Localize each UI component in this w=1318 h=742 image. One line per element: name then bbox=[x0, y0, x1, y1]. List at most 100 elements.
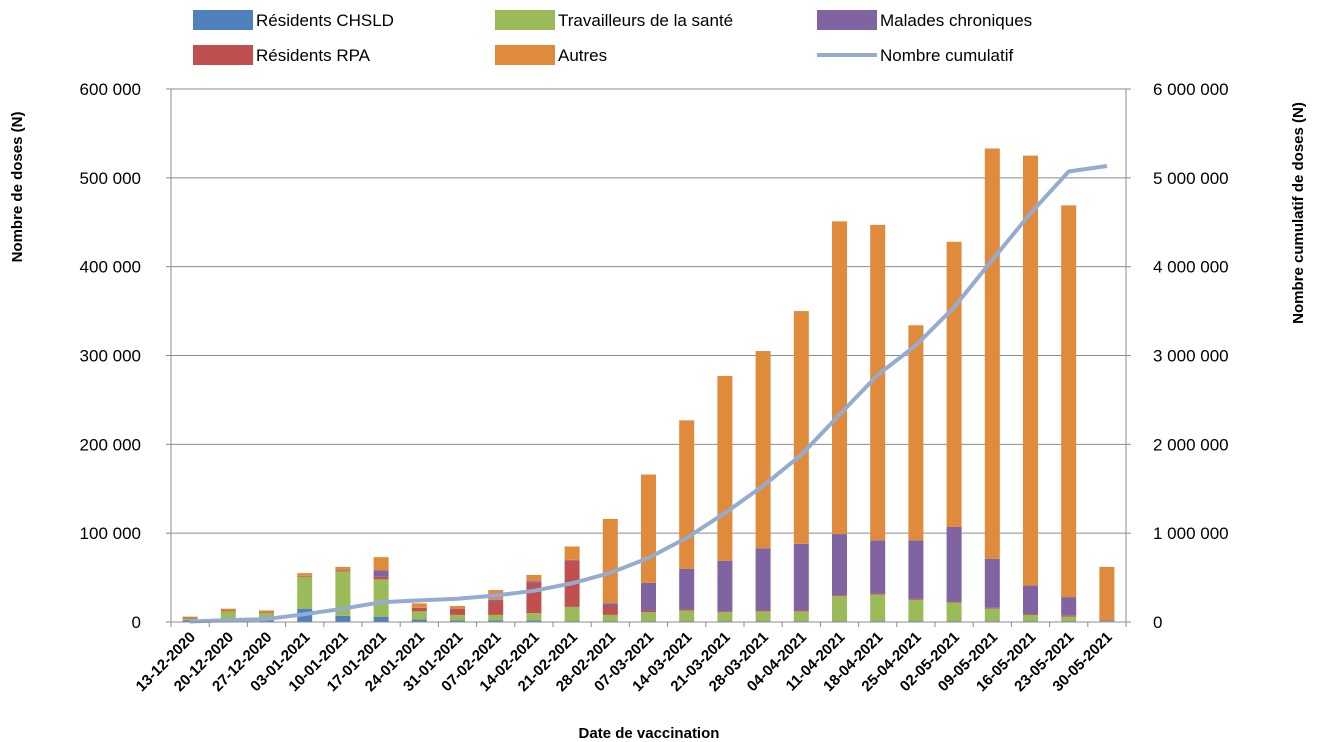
bar-segment bbox=[832, 534, 847, 596]
bar-segment bbox=[373, 576, 389, 580]
cumulative-point bbox=[495, 595, 497, 597]
legend-swatch bbox=[817, 10, 877, 30]
bar-segment bbox=[450, 608, 465, 615]
bar-segment bbox=[297, 576, 313, 609]
bar-segment bbox=[755, 548, 771, 611]
bar-segment bbox=[488, 601, 504, 615]
y2-tick-label: 3 000 000 bbox=[1153, 347, 1229, 366]
legend-swatch bbox=[193, 10, 253, 30]
bar-segment bbox=[1023, 585, 1038, 615]
bar-segment bbox=[259, 620, 274, 622]
cumulative-point bbox=[648, 557, 649, 559]
bar-segment bbox=[1061, 615, 1077, 617]
bar-segment bbox=[564, 606, 580, 622]
bar-segment bbox=[755, 351, 771, 549]
bar-segment bbox=[984, 608, 1000, 622]
y-tick-label: 0 bbox=[132, 613, 141, 632]
bar-segment bbox=[641, 610, 656, 613]
cumulative-point bbox=[342, 608, 344, 610]
bar-segment bbox=[297, 573, 313, 576]
bar-segment bbox=[832, 221, 847, 535]
bar-segment bbox=[526, 620, 542, 622]
bar-segment bbox=[373, 570, 389, 577]
bar-segment bbox=[411, 611, 427, 620]
y2-tick-label: 4 000 000 bbox=[1153, 258, 1229, 277]
cumulative-point bbox=[571, 582, 573, 584]
bar-segment bbox=[870, 540, 886, 594]
bar-segment bbox=[679, 610, 695, 622]
bar-segment bbox=[984, 148, 1000, 559]
bar-segment bbox=[602, 606, 618, 615]
y-tick-label: 300 000 bbox=[80, 347, 141, 366]
bar-segment bbox=[679, 420, 695, 569]
y-tick-label: 200 000 bbox=[80, 435, 141, 454]
bar-segment bbox=[488, 614, 504, 621]
legend-swatch bbox=[495, 10, 555, 30]
bar-segment bbox=[755, 611, 771, 622]
cumulative-point bbox=[800, 454, 802, 456]
legend: Résidents CHSLD Travailleurs de la santé M… bbox=[193, 10, 1032, 65]
axes bbox=[170, 89, 1127, 627]
cumulative-point bbox=[418, 599, 420, 601]
y-tick-label: 500 000 bbox=[80, 169, 141, 188]
cumulative-point bbox=[227, 619, 229, 621]
y-tick-label: 100 000 bbox=[80, 524, 141, 543]
legend-label: Résidents RPA bbox=[256, 46, 371, 65]
cumulative-point bbox=[877, 374, 879, 376]
bar-segment bbox=[335, 571, 351, 616]
cumulative-point bbox=[724, 512, 726, 514]
bar-segment bbox=[1099, 620, 1115, 622]
bar-segment bbox=[641, 612, 656, 622]
bar-segment bbox=[679, 568, 695, 610]
bar-segment bbox=[755, 610, 771, 612]
bar-segment bbox=[870, 593, 886, 595]
cumulative-point bbox=[762, 485, 764, 487]
legend-label: Malades chroniques bbox=[880, 11, 1032, 30]
cumulative-point bbox=[304, 613, 306, 615]
bar-segment bbox=[373, 557, 389, 571]
bar-segment bbox=[946, 602, 962, 622]
bar-segment bbox=[488, 620, 504, 622]
bar-segment bbox=[946, 526, 962, 602]
y2-tick-label: 1 000 000 bbox=[1153, 524, 1229, 543]
bar-segment bbox=[984, 558, 1000, 608]
y-tick-label: 400 000 bbox=[80, 258, 141, 277]
y2-tick-label: 0 bbox=[1153, 613, 1162, 632]
bar-segment bbox=[526, 581, 542, 583]
bar-segment bbox=[297, 575, 313, 577]
y2-tick-label: 5 000 000 bbox=[1153, 169, 1229, 188]
bar-segment bbox=[526, 574, 542, 582]
x-axis-title: Date de vaccination bbox=[579, 725, 720, 742]
cumulative-point bbox=[1068, 171, 1070, 173]
bar-segment bbox=[946, 241, 962, 527]
bar-segment bbox=[946, 601, 962, 603]
bar-segment bbox=[335, 570, 351, 572]
bar-segment bbox=[259, 613, 274, 621]
bar-segment bbox=[450, 620, 465, 622]
bar-segment bbox=[182, 616, 198, 618]
bar-segment bbox=[793, 311, 809, 544]
bar-segment bbox=[1061, 597, 1077, 616]
bar-segment bbox=[1061, 205, 1077, 598]
cumulative-point bbox=[686, 537, 688, 539]
cumulative-point bbox=[266, 618, 267, 620]
bar-segment bbox=[793, 610, 809, 612]
cumulative-point bbox=[533, 590, 535, 592]
bar-segment bbox=[335, 615, 351, 622]
bar-segment bbox=[908, 599, 924, 622]
bar-segment bbox=[373, 579, 389, 617]
bar-segment bbox=[717, 375, 733, 561]
bar-segment bbox=[1023, 614, 1038, 622]
bar-segment bbox=[602, 603, 618, 607]
bar-segment bbox=[450, 614, 465, 621]
bar-segment bbox=[908, 325, 924, 541]
cumulative-point bbox=[915, 344, 917, 346]
bar-segment bbox=[832, 595, 847, 597]
cumulative-point bbox=[839, 414, 840, 416]
cumulative-point bbox=[1030, 212, 1031, 214]
cumulative-point bbox=[380, 601, 382, 603]
cumulative-point bbox=[609, 572, 611, 574]
cumulative-line-layer bbox=[189, 164, 1108, 624]
bar-segment bbox=[717, 612, 733, 622]
bar-segment bbox=[1099, 566, 1115, 621]
